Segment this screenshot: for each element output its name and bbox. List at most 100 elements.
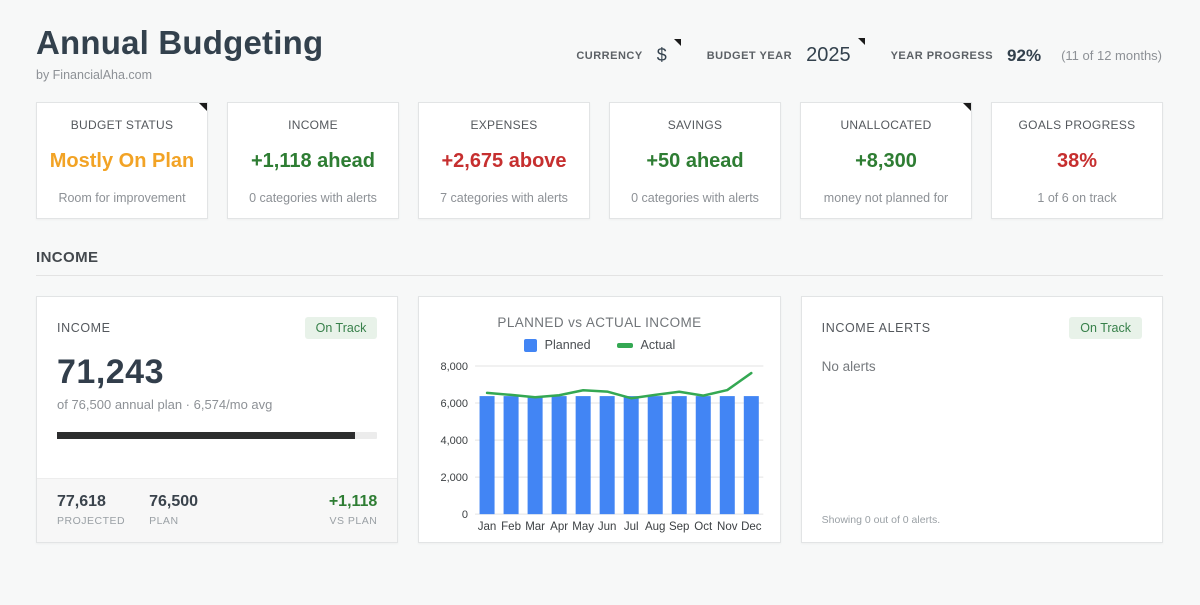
alerts-footer: Showing 0 out of 0 alerts. [821,514,941,526]
income-detail-card: INCOME On Track 71,243 of 76,500 annual … [36,296,399,543]
note-marker-icon [963,103,971,111]
card-value: +50 ahead [646,150,744,172]
note-marker-icon [199,103,207,111]
card-goals-progress[interactable]: GOALS PROGRESS 38% 1 of 6 on track [991,102,1163,219]
income-stats-footer: 77,618 PROJECTED 76,500 PLAN +1,118 VS P… [37,478,398,542]
budget-year-select[interactable]: 2025 [806,38,865,67]
card-title: GOALS PROGRESS [1018,118,1136,132]
page-title: Annual Budgeting [36,24,324,61]
progress-fill [57,432,355,439]
header-controls: CURRENCY $ BUDGET YEAR 2025 YEAR PROGRES… [576,24,1162,67]
card-value: +8,300 [855,150,917,172]
svg-text:2,000: 2,000 [441,472,469,484]
header: Annual Budgeting by FinancialAha.com CUR… [0,0,1200,82]
card-income[interactable]: INCOME +1,118 ahead 0 categories with al… [227,102,399,219]
svg-text:Feb: Feb [501,521,521,533]
card-subtitle: 0 categories with alerts [631,191,759,205]
income-alerts-card: INCOME ALERTS On Track No alerts Showing… [800,296,1163,543]
svg-text:Sep: Sep [669,521,689,533]
svg-text:8,000: 8,000 [441,361,469,373]
card-subtitle: 1 of 6 on track [1037,191,1117,205]
card-title: SAVINGS [667,118,723,132]
chart-title: PLANNED vs ACTUAL INCOME [497,315,702,330]
income-progress [37,412,397,439]
svg-text:Nov: Nov [717,521,738,533]
year-progress-label: YEAR PROGRESS [890,49,994,62]
svg-text:Jul: Jul [624,521,639,533]
page-subtitle: by FinancialAha.com [36,68,153,82]
title-block: Annual Budgeting by FinancialAha.com [36,24,323,82]
stat-plan: 76,500 PLAN [149,493,198,527]
stat-value: 76,500 [149,492,199,510]
dropdown-caret-icon [857,38,865,45]
alerts-card-header: INCOME ALERTS On Track [802,297,1162,339]
income-chart: 0 2,000 4,000 6,000 8,000 Jan Feb Mar Apr May Jun J… [419,354,779,542]
year-progress-value: 92% [1007,45,1042,65]
card-value: Mostly On Plan [49,150,195,172]
svg-text:Jun: Jun [598,521,617,533]
income-card-title: INCOME [57,321,111,335]
card-subtitle: Room for improvement [58,191,186,205]
card-unallocated[interactable]: UNALLOCATED +8,300 money not planned for [800,102,972,219]
svg-text:6,000: 6,000 [441,398,469,410]
stat-label: VS PLAN [329,514,378,527]
alerts-body: No alerts [821,359,876,374]
svg-text:Mar: Mar [526,521,546,533]
planned-vs-actual-chart-card: PLANNED vs ACTUAL INCOME Planned Actual … [418,296,781,543]
svg-text:Oct: Oct [695,521,714,533]
income-section-header: INCOME [36,249,1163,276]
legend-label: Actual [640,338,676,352]
budget-year-value: 2025 [806,44,851,66]
stat-value: +1,118 [328,492,378,510]
chart-canvas: 0 2,000 4,000 6,000 8,000 Jan Feb Mar Apr May Jun J… [441,361,764,533]
income-amount: 71,243 [57,353,164,391]
chart-legend: Planned Actual [419,330,779,354]
stat-label: PLAN [149,514,179,527]
dropdown-caret-icon [673,39,681,46]
card-expenses[interactable]: EXPENSES +2,675 above 7 categories with … [418,102,590,219]
svg-text:4,000: 4,000 [441,435,469,447]
card-budget-status[interactable]: BUDGET STATUS Mostly On Plan Room for im… [36,102,208,219]
income-cards-row: INCOME On Track 71,243 of 76,500 annual … [36,296,1163,543]
card-title: EXPENSES [470,118,538,132]
card-title: BUDGET STATUS [70,118,174,132]
progress-track [57,432,378,439]
card-subtitle: money not planned for [823,191,949,205]
svg-text:Apr: Apr [551,521,569,533]
stat-projected: 77,618 PROJECTED [57,493,125,527]
svg-text:Aug: Aug [645,521,665,533]
year-progress-detail: (11 of 12 months) [1061,48,1162,63]
svg-text:Jan: Jan [478,521,497,533]
svg-text:0: 0 [462,509,468,521]
legend-item-planned: Planned [523,338,591,352]
budget-year-control: BUDGET YEAR 2025 [706,38,865,67]
card-value: +2,675 above [441,150,567,172]
year-progress-control: YEAR PROGRESS 92% (11 of 12 months) [891,46,1162,66]
actual-swatch-icon [616,342,633,348]
currency-control: CURRENCY $ [576,39,681,66]
card-subtitle: 0 categories with alerts [249,191,377,205]
card-savings[interactable]: SAVINGS +50 ahead 0 categories with aler… [609,102,781,219]
status-badge: On Track [1069,317,1142,339]
legend-item-actual: Actual [616,338,676,352]
card-value: 38% [1056,150,1098,172]
currency-value: $ [656,45,667,65]
budget-year-label: BUDGET YEAR [706,49,793,62]
alerts-card-title: INCOME ALERTS [821,321,931,335]
income-section-title: INCOME [36,249,99,266]
stat-vs-plan: +1,118 VS PLAN [329,493,378,527]
currency-label: CURRENCY [576,49,643,62]
card-value: +1,118 ahead [251,150,375,172]
planned-swatch-icon [523,338,537,352]
currency-select[interactable]: $ [656,39,681,66]
svg-text:May: May [573,521,595,533]
income-plan-line: of 76,500 annual plan · 6,574/mo avg [57,397,273,412]
legend-label: Planned [544,338,591,352]
card-title: UNALLOCATED [840,118,932,132]
stat-label: PROJECTED [57,514,126,527]
card-title: INCOME [288,118,338,132]
income-card-header: INCOME On Track [37,297,397,339]
svg-text:Dec: Dec [741,521,762,533]
card-subtitle: 7 categories with alerts [440,191,568,205]
